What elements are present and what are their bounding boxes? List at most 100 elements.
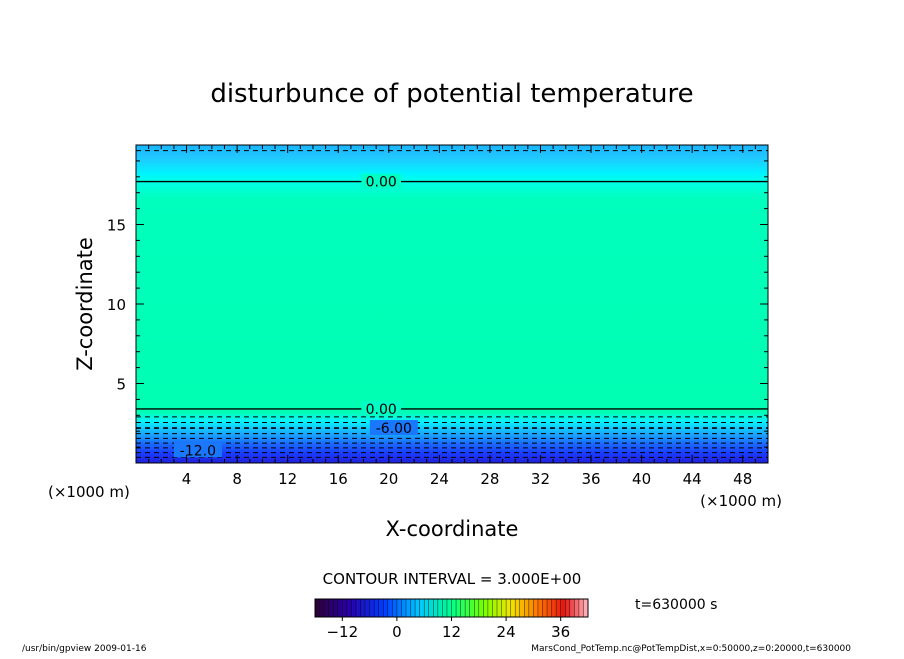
- contour-label: 0.00: [366, 402, 397, 418]
- colorbar-cell: [460, 599, 466, 617]
- contour-interval-label: CONTOUR INTERVAL = 3.000E+00: [323, 570, 582, 588]
- colorbar-tick-label: 12: [442, 623, 461, 641]
- colorbar-cell: [442, 599, 448, 617]
- colorbar-cell: [437, 599, 443, 617]
- colorbar-cell: [355, 599, 361, 617]
- colorbar-cell: [406, 599, 411, 617]
- colorbar-cell: [333, 599, 339, 617]
- contour-lines: [136, 150, 768, 458]
- chart-title: disturbunce of potential temperature: [210, 79, 693, 109]
- y-axis-ticks: 5 10 15: [107, 160, 768, 448]
- contour-label-bg: [361, 400, 401, 416]
- colorbar-cell: [519, 599, 525, 617]
- colorbar: [314, 598, 589, 618]
- contour-label: -6.00: [376, 421, 412, 437]
- colorbar-cell: [342, 599, 348, 617]
- x-tick-label: 32: [531, 470, 550, 488]
- colorbar-cell: [506, 599, 511, 617]
- colorbar-cell: [510, 599, 516, 617]
- colorbar-cell: [501, 599, 507, 617]
- x-tick-label: 44: [683, 470, 702, 488]
- contour-label: 0.00: [366, 175, 397, 191]
- contour-label: -12.0: [180, 443, 216, 459]
- colorbar-cell: [574, 599, 580, 617]
- x-tick-label: 8: [232, 470, 242, 488]
- colorbar-cell: [446, 599, 452, 617]
- colorbar-cell: [565, 599, 571, 617]
- contour-label-bg: [173, 442, 222, 458]
- colorbar-cell: [387, 599, 393, 617]
- colorbar-cell: [328, 599, 334, 617]
- colorbar-cell: [578, 599, 584, 617]
- x-axis-ticks: 4 8 12 16 20 24 28 32 36 40 44 48: [148, 145, 756, 488]
- colorbar-cell: [383, 599, 389, 617]
- footer-left: /usr/bin/gpview 2009-01-16: [22, 644, 147, 654]
- colorbar-cell: [424, 599, 430, 617]
- colorbar-cell: [374, 599, 379, 617]
- colorbar-cell: [396, 599, 402, 617]
- colorbar-cell: [533, 599, 539, 617]
- colorbar-cell: [524, 599, 530, 617]
- colorbar-cell: [401, 599, 407, 617]
- contour-labels: 0.00 0.00 -6.00 -12.0: [173, 173, 418, 459]
- colorbar-cell: [415, 599, 420, 617]
- x-tick-label: 4: [182, 470, 192, 488]
- contour-label-bg: [369, 420, 418, 436]
- colorbar-cell: [474, 599, 480, 617]
- colorbar-cell: [324, 599, 329, 617]
- x-axis-unit-left: (×1000 m): [48, 483, 130, 501]
- x-tick-label: 28: [480, 470, 499, 488]
- colorbar-cell: [392, 599, 398, 617]
- colorbar-cell: [419, 599, 425, 617]
- colorbar-cell: [337, 599, 343, 617]
- colorbar-cell: [428, 599, 434, 617]
- colorbar-cell: [410, 599, 416, 617]
- contour-label-bg: [361, 173, 401, 189]
- colorbar-cell: [365, 599, 370, 617]
- x-tick-label: 40: [632, 470, 651, 488]
- colorbar-cell: [583, 599, 589, 617]
- x-tick-label: 24: [430, 470, 449, 488]
- colorbar-cell: [315, 599, 320, 617]
- plot-field: [136, 145, 768, 463]
- colorbar-tick-label: 24: [497, 623, 516, 641]
- colorbar-cell: [360, 599, 366, 617]
- y-axis-label: Z-coordinate: [73, 237, 97, 371]
- colorbar-ticks: −12 0 12 24 36: [326, 617, 570, 641]
- colorbar-cell: [369, 599, 375, 617]
- x-axis-label: X-coordinate: [386, 517, 519, 541]
- colorbar-cell: [483, 599, 489, 617]
- colorbar-cell: [528, 599, 534, 617]
- x-tick-label: 12: [278, 470, 297, 488]
- x-axis-unit-right: (×1000 m): [700, 492, 782, 510]
- colorbar-cell: [469, 599, 475, 617]
- colorbar-cell: [378, 599, 384, 617]
- colorbar-cell: [560, 599, 566, 617]
- colorbar-cell: [465, 599, 470, 617]
- colorbar-cell: [456, 599, 461, 617]
- colorbar-tick-label: 36: [551, 623, 570, 641]
- colorbar-cell: [492, 599, 498, 617]
- colorbar-cell: [556, 599, 561, 617]
- colorbar-cell: [569, 599, 575, 617]
- y-tick-label: 10: [107, 296, 126, 314]
- colorbar-cell: [319, 599, 325, 617]
- colorbar-cell: [487, 599, 493, 617]
- colorbar-tick-label: −12: [326, 623, 358, 641]
- y-tick-label: 15: [107, 217, 126, 235]
- colorbar-cell: [537, 599, 543, 617]
- colorbar-cell: [497, 599, 502, 617]
- colorbar-cell: [515, 599, 521, 617]
- colorbar-cell: [551, 599, 557, 617]
- x-tick-label: 48: [733, 470, 752, 488]
- colorbar-cell: [346, 599, 352, 617]
- colorbar-cell: [542, 599, 548, 617]
- x-tick-label: 16: [329, 470, 348, 488]
- colorbar-cell: [547, 599, 552, 617]
- colorbar-cell: [351, 599, 357, 617]
- time-label: t=630000 s: [635, 597, 717, 613]
- footer-right: MarsCond_PotTemp.nc@PotTempDist,x=0:5000…: [531, 644, 851, 654]
- colorbar-cell: [433, 599, 439, 617]
- colorbar-cell: [451, 599, 457, 617]
